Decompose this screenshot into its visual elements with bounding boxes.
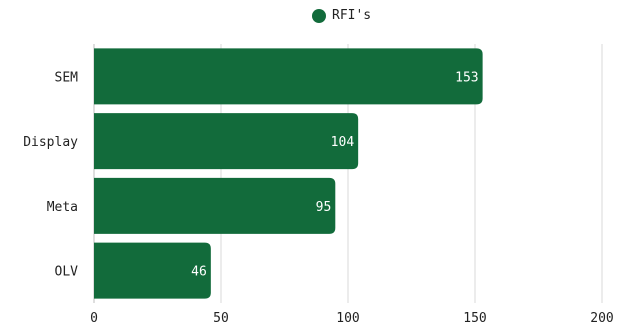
category-label: SEM [55, 70, 79, 85]
x-tick-label: 150 [463, 311, 486, 326]
category-label: Display [23, 135, 78, 150]
category-label: OLV [55, 265, 79, 280]
legend-swatch [312, 8, 326, 23]
x-tick-label: 50 [213, 311, 229, 326]
bar-display [94, 113, 359, 170]
bar-value-label: 104 [331, 135, 355, 150]
bar-olv [94, 242, 211, 299]
bar-meta [94, 177, 336, 234]
x-tick-label: 100 [336, 311, 359, 326]
bar-sem [94, 48, 483, 105]
x-tick-label: 0 [90, 311, 98, 326]
x-tick-labels: 0 50 100 150 200 [90, 311, 614, 326]
category-labels: SEM Display Meta OLV [23, 70, 78, 279]
bar-value-label: 153 [455, 70, 478, 85]
bars: 153 104 95 46 [94, 48, 483, 299]
legend: RFI's [312, 8, 371, 23]
legend-label: RFI's [332, 8, 372, 23]
category-label: Meta [47, 200, 78, 215]
bar-value-label: 46 [191, 265, 207, 280]
x-tick-label: 200 [590, 311, 613, 326]
bar-value-label: 95 [316, 200, 332, 215]
